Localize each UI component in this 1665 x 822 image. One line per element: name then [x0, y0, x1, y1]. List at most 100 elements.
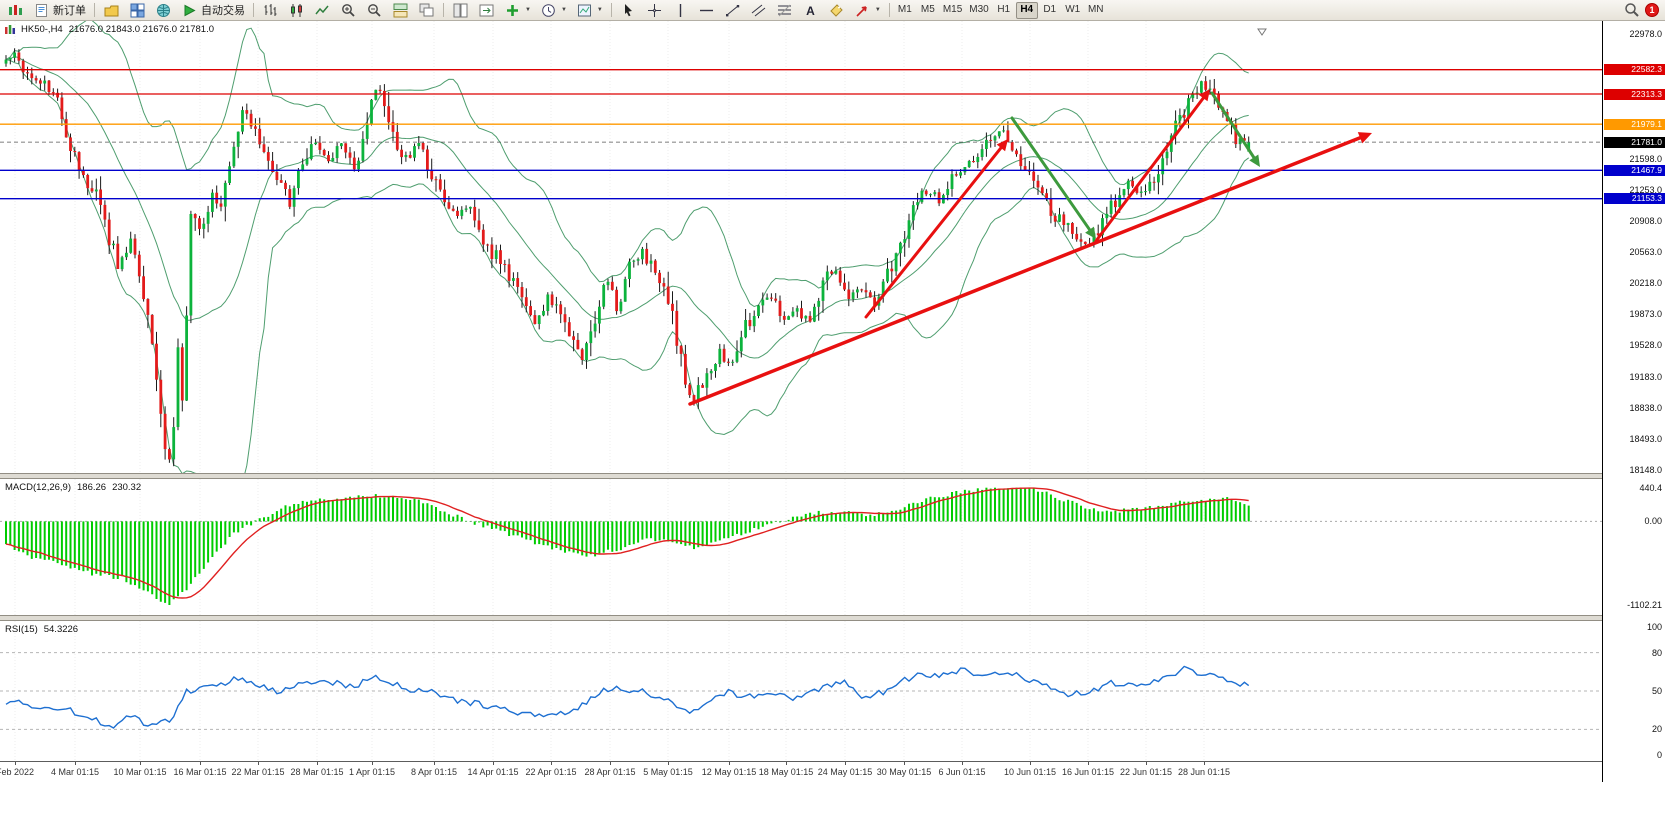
tile-windows-icon[interactable]: [388, 1, 413, 20]
time-axis-label: 28 Apr 01:15: [584, 767, 636, 777]
cascade-windows-icon[interactable]: [414, 1, 439, 20]
text-tool-icon[interactable]: A: [798, 1, 823, 20]
time-axis-label: 5 May 01:15: [643, 767, 693, 777]
time-tick: [551, 762, 552, 765]
time-tick: [317, 762, 318, 765]
bar-chart-icon[interactable]: [258, 1, 283, 20]
panel-separator[interactable]: [0, 615, 1602, 621]
price-axis-label: 19873.0: [1629, 309, 1662, 320]
price-axis[interactable]: 22978.0 21598.0 21253.0 20908.0 20563.0 20218…: [1602, 21, 1665, 782]
svg-text:A: A: [806, 4, 815, 18]
correction-arrow-early-june[interactable]: [1010, 116, 1096, 239]
time-axis-label: 12 May 01:15: [701, 767, 757, 777]
rsi-axis-label: 50: [1651, 686, 1662, 696]
chart-shift-marker[interactable]: [1257, 28, 1267, 36]
rsi-levels: [0, 652, 1602, 730]
main-chart-panel[interactable]: HK50-,H4 21676.0 21843.0 21676.0 21781.0: [0, 21, 1602, 473]
new-order-button[interactable]: 新订单: [29, 1, 90, 20]
timeframe-m5[interactable]: M5: [920, 3, 935, 15]
timeframe-d1[interactable]: D1: [1043, 3, 1057, 15]
price-axis-label: 20563.0: [1629, 247, 1662, 257]
time-tick: [140, 762, 141, 765]
notification-badge[interactable]: 1: [1645, 3, 1659, 17]
time-tick: [729, 762, 730, 765]
toolbar-separator: [94, 3, 95, 17]
auto-trading-button[interactable]: 自动交易: [177, 1, 249, 20]
new-chart-icon[interactable]: [125, 1, 150, 20]
time-tick: [1146, 762, 1147, 765]
candlestick-chart-icon[interactable]: [284, 1, 309, 20]
tile-windows-icon: [392, 2, 409, 19]
timeframe-h4[interactable]: H4: [1015, 1, 1038, 19]
equidistant-channel-icon[interactable]: [746, 1, 771, 20]
line-chart-icon[interactable]: [310, 1, 335, 20]
zoom-in-icon[interactable]: [336, 1, 361, 20]
time-axis-label: 16 Jun 01:15: [1061, 767, 1115, 777]
chart-shift-icon: [478, 2, 495, 19]
macd-chart[interactable]: [0, 479, 1602, 615]
time-axis-label: 28 Jun 01:15: [1177, 767, 1231, 777]
rsi-chart[interactable]: [0, 621, 1602, 761]
zoom-out-icon[interactable]: [362, 1, 387, 20]
chart-workspace: HK50-,H4 21676.0 21843.0 21676.0 21781.0…: [0, 21, 1665, 782]
toolbar: 新订单 自动交易 ▼ ▼ ▼ A ▼ M1 M5 M15 M30 H1 H4 D1 W1 MN 1: [0, 0, 1665, 21]
timeframe-h1[interactable]: H1: [997, 3, 1011, 15]
arrange-windows-icon[interactable]: [448, 1, 473, 20]
macd-panel[interactable]: MACD(12,26,9) 186.26 230.32: [0, 479, 1602, 615]
price-chart[interactable]: [0, 21, 1602, 473]
trendline-icon[interactable]: [720, 1, 745, 20]
arrows-tool-icon[interactable]: ▼: [850, 1, 885, 20]
app-chart-icon: [7, 2, 24, 19]
panel-separator[interactable]: [0, 473, 1602, 479]
timeframe-m15[interactable]: M15: [942, 3, 963, 15]
horizontal-line-icon: [698, 2, 715, 19]
timeframe-w1[interactable]: W1: [1065, 3, 1081, 15]
time-tick: [1204, 762, 1205, 765]
vertical-gridlines: [14, 21, 1205, 473]
trend-arrow-long-uptrend[interactable]: [688, 132, 1372, 406]
periods-menu-icon: [540, 2, 557, 19]
time-tick: [372, 762, 373, 765]
new-chart-icon: [129, 2, 146, 19]
indicators-list-icon[interactable]: ▼: [500, 1, 535, 20]
timeframe-m1[interactable]: M1: [897, 3, 912, 15]
correction-arrow-late-june[interactable]: [1210, 91, 1260, 167]
timeframe-m30[interactable]: M30: [969, 3, 989, 15]
line-chart-icon: [314, 2, 331, 19]
market-watch-icon[interactable]: [151, 1, 176, 20]
time-tick: [668, 762, 669, 765]
fibonacci-icon[interactable]: [772, 1, 797, 20]
time-axis-label: 10 Jun 01:15: [1003, 767, 1057, 777]
horizontal-line-icon[interactable]: [694, 1, 719, 20]
chart-shift-icon[interactable]: [474, 1, 499, 20]
rsi-title: RSI(15): [5, 624, 38, 635]
vertical-line-icon[interactable]: [668, 1, 693, 20]
trend-arrow-june-rally[interactable]: [1094, 89, 1210, 243]
time-axis-label: 28 Mar 01:15: [290, 767, 344, 777]
periods-menu-icon[interactable]: ▼: [536, 1, 571, 20]
time-tick: [434, 762, 435, 765]
app-chart-icon[interactable]: [3, 1, 28, 20]
timeframe-mn[interactable]: MN: [1087, 3, 1104, 15]
cursor-icon: [620, 2, 637, 19]
price-axis-label: 20908.0: [1629, 215, 1662, 226]
trend-arrow-may-rally[interactable]: [864, 139, 1008, 319]
rsi-panel[interactable]: RSI(15) 54.3226: [0, 621, 1602, 761]
time-axis-label: 16 Mar 01:15: [173, 767, 227, 777]
label-tool-icon[interactable]: [824, 1, 849, 20]
crosshair-icon[interactable]: [642, 1, 667, 20]
time-axis-label: 24 May 01:15: [817, 767, 873, 777]
plot-column: HK50-,H4 21676.0 21843.0 21676.0 21781.0…: [0, 21, 1602, 782]
time-tick: [904, 762, 905, 765]
crosshair-icon: [646, 2, 663, 19]
cursor-icon[interactable]: [616, 1, 641, 20]
search-icon[interactable]: [1623, 2, 1640, 19]
time-axis[interactable]: Feb 2022 4 Mar 01:15 10 Mar 01:15 16 Mar 01…: [0, 761, 1602, 781]
symbol-period-label: HK50-,H4: [21, 24, 63, 35]
templates-menu-icon[interactable]: ▼: [572, 1, 607, 20]
symbol-icon: [5, 24, 15, 35]
macd-header: MACD(12,26,9) 186.26 230.32: [5, 482, 141, 493]
toolbar-separator: [610, 3, 612, 17]
rsi-header: RSI(15) 54.3226: [5, 624, 78, 635]
profiles-icon[interactable]: [99, 1, 124, 20]
